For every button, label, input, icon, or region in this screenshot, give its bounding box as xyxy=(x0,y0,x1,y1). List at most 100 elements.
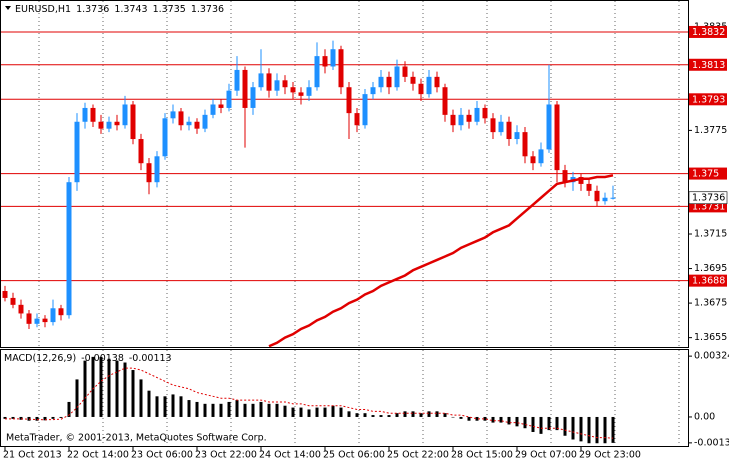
candle-body xyxy=(450,114,456,126)
macd-bar xyxy=(523,416,527,429)
macd-bar xyxy=(67,401,71,417)
candle-body xyxy=(146,163,152,183)
candle-body xyxy=(410,76,416,84)
macd-bar xyxy=(339,407,343,417)
candle-body xyxy=(506,121,512,140)
x-tick-label: 24 Oct 14:00 xyxy=(259,450,321,461)
candle-body xyxy=(266,73,272,91)
level-label-box xyxy=(689,274,727,287)
y-tick-label: 1.3675 xyxy=(694,298,727,309)
candle-body xyxy=(50,308,56,323)
candle-body xyxy=(586,183,592,191)
macd-bar xyxy=(275,403,279,417)
candle-body xyxy=(186,121,192,126)
macd-bar xyxy=(163,396,167,417)
macd-bar xyxy=(155,396,159,417)
level-label: 1.3731 xyxy=(692,201,725,212)
macd-bar xyxy=(323,407,327,417)
macd-bar xyxy=(11,416,15,419)
candle-body xyxy=(74,121,80,183)
macd-bar xyxy=(179,396,183,417)
candle-body xyxy=(330,49,336,67)
macd-bar xyxy=(211,403,215,417)
candle-body xyxy=(130,104,136,140)
chart-header: EURUSD,H1 1.3736 1.3743 1.3735 1.3736 xyxy=(15,4,224,15)
macd-bar xyxy=(443,413,447,417)
macd-bar xyxy=(539,416,543,434)
macd-bar xyxy=(35,416,39,421)
candle-body xyxy=(42,318,48,323)
level-label-box xyxy=(689,93,727,106)
macd-bar xyxy=(419,413,423,417)
chart-menu-icon[interactable] xyxy=(5,6,11,10)
macd-bar xyxy=(91,356,95,417)
macd-bar xyxy=(171,394,175,417)
level-label-box xyxy=(689,58,727,71)
macd-bar xyxy=(227,401,231,417)
candle-body xyxy=(154,156,160,183)
candle-body xyxy=(370,87,376,95)
candle-body xyxy=(282,80,288,88)
candle-body xyxy=(194,121,200,129)
candle-body xyxy=(306,87,312,96)
candle-body xyxy=(218,104,224,108)
macd-bar xyxy=(499,416,503,423)
x-tick-label: 25 Oct 06:00 xyxy=(323,450,385,461)
price-box xyxy=(688,191,728,205)
macd-bar xyxy=(507,416,511,425)
macd-bar xyxy=(403,411,407,417)
candle-body xyxy=(66,182,72,316)
macd-bar xyxy=(131,370,135,417)
macd-bar xyxy=(19,416,23,420)
macd-bar xyxy=(435,411,439,417)
macd-bar xyxy=(411,411,415,417)
candle-body xyxy=(522,132,528,157)
candle-body xyxy=(498,121,504,133)
candle-body xyxy=(538,149,544,164)
macd-bar xyxy=(187,400,191,417)
candle-body xyxy=(362,94,368,126)
x-tick-label: 25 Oct 22:00 xyxy=(387,450,449,461)
candle-body xyxy=(122,104,128,126)
macd-header: MACD(12,26,9) -0.00138 -0.00113 xyxy=(4,353,172,364)
signal-value: -0.00113 xyxy=(129,353,172,364)
level-label: 1.3688 xyxy=(692,276,725,287)
level-label: 1.3832 xyxy=(692,27,725,38)
candle-body xyxy=(314,56,320,88)
macd-bar xyxy=(587,416,591,444)
moving-average xyxy=(268,174,614,348)
candle-body xyxy=(322,56,328,67)
macd-bar xyxy=(531,416,535,432)
x-tick-label: 23 Oct 06:00 xyxy=(131,450,193,461)
macd-bar xyxy=(603,416,607,444)
macd-bar xyxy=(475,416,479,421)
macd-bar xyxy=(299,407,303,417)
macd-bar xyxy=(3,416,7,419)
candle-body xyxy=(386,76,392,88)
macd-bar xyxy=(251,403,255,417)
macd-bar xyxy=(595,416,599,444)
macd-bar xyxy=(315,407,319,417)
candle-body xyxy=(442,87,448,115)
candle-body xyxy=(394,66,400,88)
candle-body xyxy=(106,121,112,129)
macd-bar xyxy=(203,403,207,417)
candle-body xyxy=(562,170,568,183)
candle-body xyxy=(250,87,256,108)
macd-bar xyxy=(219,403,223,417)
macd-bar xyxy=(363,413,367,417)
macd-bar xyxy=(387,415,391,417)
x-tick-label: 29 Oct 23:00 xyxy=(579,450,641,461)
y-tick-label: 1.3655 xyxy=(694,332,727,343)
macd-bar xyxy=(27,416,31,421)
candle-body xyxy=(138,139,144,164)
x-tick-label: 21 Oct 2013 xyxy=(3,450,62,461)
candle-body xyxy=(170,111,176,119)
macd-bar xyxy=(459,416,463,419)
macd-bar xyxy=(107,358,111,417)
candle-body xyxy=(162,118,168,157)
macd-bar xyxy=(331,405,335,417)
y-tick-label: 1.3695 xyxy=(694,263,727,274)
